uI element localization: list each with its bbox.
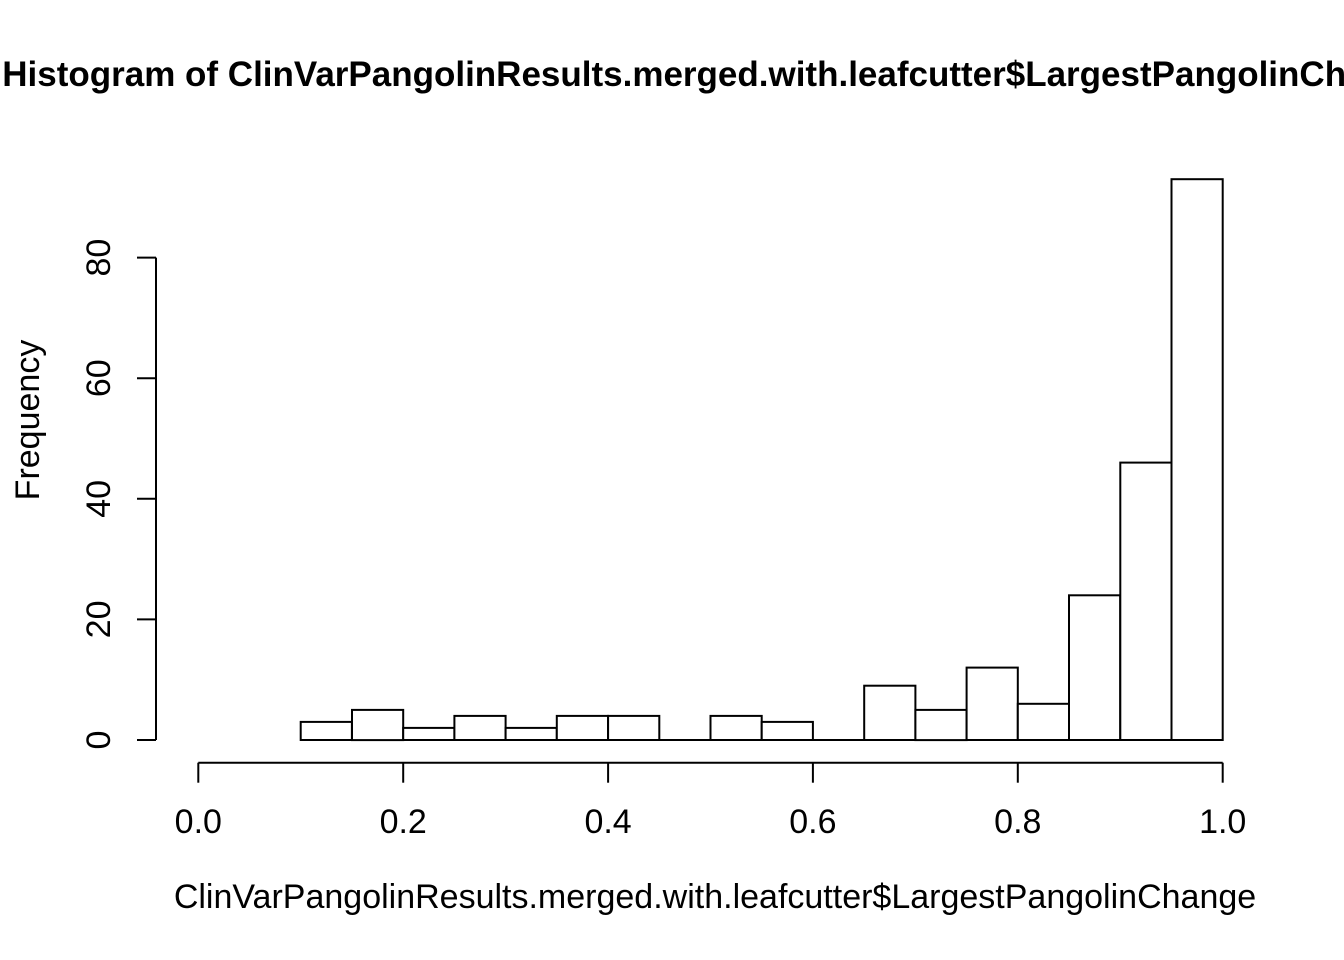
x-tick-label: 0.8 (994, 803, 1041, 841)
y-tick-label: 80 (80, 239, 118, 277)
histogram-bar (1016, 702, 1070, 741)
histogram-bar (760, 720, 814, 742)
histogram-bar (1068, 594, 1122, 741)
histogram-bar (709, 714, 763, 742)
histogram-bar (1170, 178, 1224, 741)
x-tick-label: 0.6 (789, 803, 836, 841)
histogram-bar (555, 714, 609, 742)
y-tick-label: 0 (80, 731, 118, 750)
histogram-bar (607, 714, 661, 742)
y-tick-label: 60 (80, 359, 118, 397)
y-tick-label: 40 (80, 480, 118, 518)
x-tick-label: 1.0 (1199, 803, 1246, 841)
y-tick-label: 20 (80, 600, 118, 638)
histogram-bar (914, 708, 968, 742)
x-axis-label: ClinVarPangolinResults.merged.with.leafc… (173, 878, 1257, 916)
histogram-bar (1119, 461, 1173, 741)
x-tick-label: 0.4 (584, 803, 631, 841)
histogram-bar (402, 726, 456, 742)
histogram-bar (351, 708, 405, 742)
histogram-bar (504, 726, 558, 742)
histogram-bar (863, 684, 917, 742)
chart-title: Histogram of ClinVarPangolinResults.merg… (2, 55, 1344, 94)
histogram-bar (965, 666, 1019, 741)
histogram-bar (299, 720, 353, 742)
x-tick-label: 0.2 (380, 803, 427, 841)
histogram-bar (453, 714, 507, 742)
x-tick-label: 0.0 (175, 803, 222, 841)
